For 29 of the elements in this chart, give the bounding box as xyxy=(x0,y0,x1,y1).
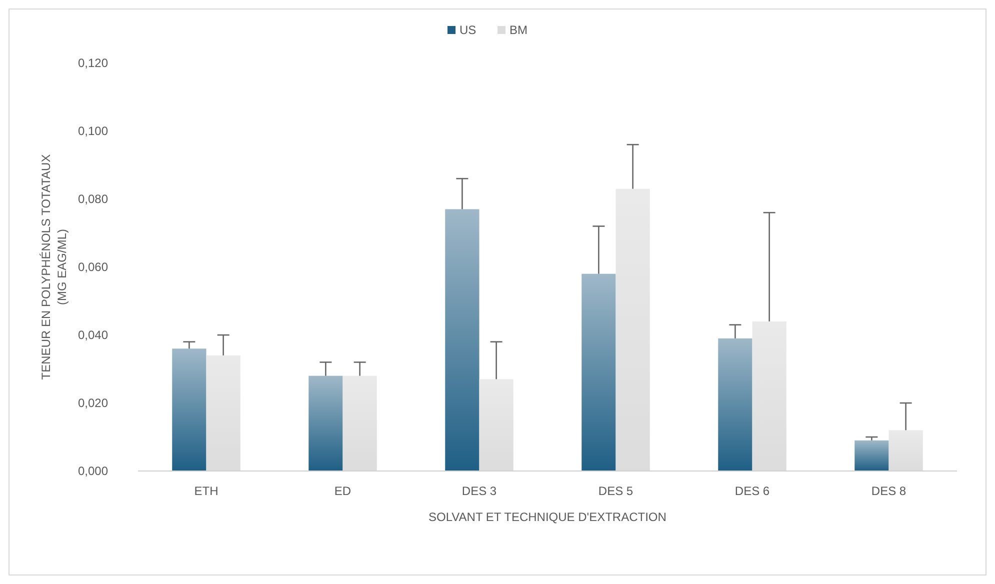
x-tick-label: ED xyxy=(334,484,352,498)
legend-label: BM xyxy=(510,23,528,38)
bar xyxy=(342,376,377,471)
bar xyxy=(888,430,923,471)
bar xyxy=(718,338,752,471)
bar xyxy=(752,321,786,471)
x-axis-title: SOLVANT ET TECHNIQUE D'EXTRACTION xyxy=(428,510,666,524)
y-tick-label: 0,000 xyxy=(78,464,108,478)
bar xyxy=(479,379,514,471)
x-tick-label: DES 8 xyxy=(871,484,906,498)
y-tick-label: 0,080 xyxy=(78,192,108,206)
y-tick-label: 0,020 xyxy=(78,396,108,410)
y-tick-label: 0,120 xyxy=(78,56,108,70)
legend-label: US xyxy=(460,23,476,38)
x-tick-label: DES 3 xyxy=(462,484,497,498)
bar xyxy=(616,188,650,471)
bar xyxy=(308,376,343,471)
bar xyxy=(445,209,480,471)
y-tick-label: 0,100 xyxy=(78,124,108,138)
bar xyxy=(206,355,240,471)
x-tick-label: ETH xyxy=(194,484,218,498)
y-tick-label: 0,060 xyxy=(78,260,108,274)
y-axis-title: TENEUR EN POLYPHÉNOLS TOTATAUX (MG EAG/ML) xyxy=(39,154,69,380)
bar xyxy=(582,274,616,471)
y-tick-label: 0,040 xyxy=(78,328,108,342)
x-tick-label: DES 6 xyxy=(734,484,770,498)
x-tick-label: DES 5 xyxy=(598,484,634,498)
bar xyxy=(854,440,889,471)
bar xyxy=(172,348,206,471)
